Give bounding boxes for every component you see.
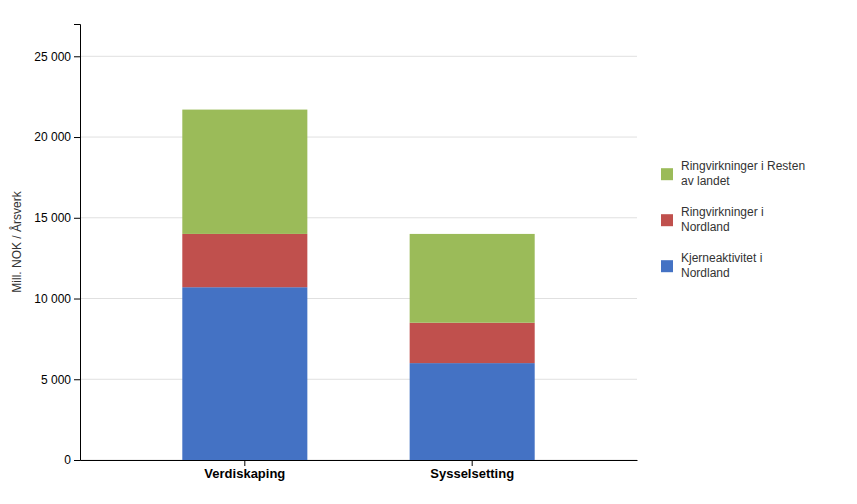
x-tick-label: Verdiskaping bbox=[204, 466, 285, 481]
grid-line bbox=[80, 137, 637, 138]
y-tick-label: 25 000 bbox=[34, 50, 71, 64]
legend-label: Ringvirkninger i Restenav landet bbox=[681, 159, 805, 188]
x-tick: Sysselsetting bbox=[430, 460, 514, 481]
y-tick-label: 0 bbox=[64, 453, 71, 467]
grid-line bbox=[80, 217, 637, 218]
x-tick-label: Sysselsetting bbox=[430, 466, 514, 481]
legend-label: Ringvirkninger iNordland bbox=[681, 205, 764, 234]
bar-segment bbox=[182, 110, 307, 234]
y-tick: 20 000 bbox=[34, 130, 80, 144]
y-axis: 0 5 000 10 000 15 000 20 000 25 000 bbox=[34, 25, 80, 468]
x-tick-mark bbox=[244, 460, 245, 466]
grid-line bbox=[80, 298, 637, 299]
legend: Ringvirkninger i Restenav landet Ringvirk… bbox=[661, 159, 805, 280]
legend-item: Ringvirkninger iNordland bbox=[661, 205, 764, 234]
y-tick: 15 000 bbox=[34, 211, 80, 225]
y-tick-mark bbox=[74, 137, 80, 138]
y-tick-label: 5 000 bbox=[41, 373, 71, 387]
chart: 0 5 000 10 000 15 000 20 000 25 000 Verdiskapi… bbox=[0, 0, 857, 504]
bar-segment bbox=[410, 363, 535, 460]
legend-label: Kjerneaktivitet iNordland bbox=[681, 251, 762, 280]
bars bbox=[182, 110, 534, 460]
y-tick: 5 000 bbox=[41, 373, 80, 387]
y-tick: 10 000 bbox=[34, 292, 80, 306]
grid-line bbox=[80, 379, 637, 380]
bar-segment bbox=[410, 323, 535, 363]
legend-swatch bbox=[661, 214, 673, 226]
y-tick-mark bbox=[74, 460, 80, 461]
y-tick-mark bbox=[74, 218, 80, 219]
x-tick-mark bbox=[472, 460, 473, 466]
x-axis: Verdiskaping Sysselsetting bbox=[81, 460, 638, 481]
grid-line bbox=[80, 56, 637, 57]
legend-item: Ringvirkninger i Restenav landet bbox=[661, 159, 805, 188]
y-tick: 0 bbox=[64, 453, 80, 467]
y-tick-mark bbox=[74, 299, 80, 300]
grid-line bbox=[80, 460, 637, 461]
legend-swatch bbox=[661, 168, 673, 180]
x-axis-line bbox=[81, 460, 638, 461]
y-tick-label: 20 000 bbox=[34, 130, 71, 144]
bar-segment bbox=[182, 287, 307, 460]
bar-segment bbox=[182, 234, 307, 287]
legend-item: Kjerneaktivitet iNordland bbox=[661, 251, 762, 280]
legend-swatch bbox=[661, 260, 673, 272]
y-tick-label: 10 000 bbox=[34, 292, 71, 306]
plot: 0 5 000 10 000 15 000 20 000 25 000 Verdiskapi… bbox=[34, 25, 637, 482]
bar-segment bbox=[410, 234, 535, 323]
grid bbox=[80, 56, 637, 460]
y-axis-line bbox=[74, 25, 81, 461]
y-axis-title: Mill. NOK / Årsverk bbox=[9, 190, 24, 292]
y-tick: 25 000 bbox=[34, 50, 80, 64]
y-tick-label: 15 000 bbox=[34, 211, 71, 225]
y-tick-mark bbox=[74, 56, 80, 57]
x-tick: Verdiskaping bbox=[204, 460, 285, 481]
y-tick-mark bbox=[74, 379, 80, 380]
